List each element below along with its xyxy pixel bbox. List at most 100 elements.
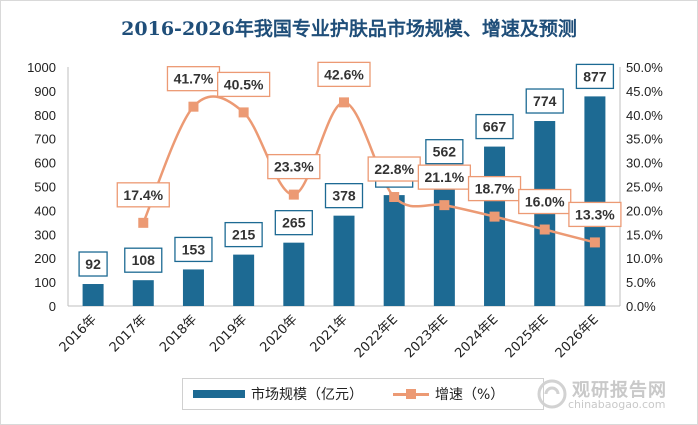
y-left-tick-label: 100 bbox=[34, 275, 56, 290]
y-right-tick-label: 30.0% bbox=[626, 156, 663, 171]
legend-bar-swatch bbox=[193, 390, 245, 398]
bar-value-box bbox=[475, 113, 514, 140]
legend-line-swatch bbox=[393, 388, 429, 399]
growth-marker bbox=[238, 107, 249, 118]
y-right-tick-label: 35.0% bbox=[626, 132, 663, 147]
bar bbox=[283, 242, 305, 306]
y-left-tick-label: 0 bbox=[49, 299, 56, 314]
y-left-tick-label: 800 bbox=[34, 108, 56, 123]
x-tick-label: 2019年 bbox=[207, 312, 250, 355]
y-left-tick-label: 500 bbox=[34, 180, 56, 195]
watermark-logo-icon bbox=[537, 379, 567, 409]
growth-value-label: 17.4% bbox=[123, 187, 163, 203]
bar bbox=[333, 215, 355, 306]
growth-value-label: 22.8% bbox=[374, 161, 414, 177]
x-tick-label: 2026年E bbox=[553, 312, 602, 361]
y-left-tick-label: 400 bbox=[34, 203, 56, 218]
growth-value-label: 42.6% bbox=[324, 66, 364, 82]
growth-marker bbox=[439, 200, 450, 211]
watermark: 观研报告网 chinabaogao.com bbox=[530, 376, 670, 416]
x-tick-label: 2016年 bbox=[57, 312, 100, 355]
y-right-tick-label: 45.0% bbox=[626, 84, 663, 99]
bar-value-label: 92 bbox=[85, 256, 101, 272]
bar-value-box bbox=[425, 139, 464, 165]
growth-value-label: 13.3% bbox=[575, 206, 615, 222]
y-left-tick-label: 1000 bbox=[27, 60, 56, 75]
bar-value-box bbox=[124, 247, 163, 273]
growth-marker bbox=[489, 211, 500, 222]
x-tick-label: 2022年E bbox=[352, 312, 401, 361]
growth-marker bbox=[389, 192, 400, 203]
legend-bar-label: 市场规模（亿元） bbox=[251, 387, 363, 403]
bar bbox=[233, 254, 255, 306]
growth-marker bbox=[188, 101, 199, 112]
x-tick-label: 2020年 bbox=[257, 312, 300, 355]
growth-marker bbox=[288, 189, 299, 200]
x-tick-label: 2021年 bbox=[308, 312, 351, 355]
bar-value-label: 215 bbox=[232, 227, 256, 243]
bar-value-label: 774 bbox=[533, 93, 557, 109]
bar bbox=[132, 280, 154, 306]
growth-value-label: 23.3% bbox=[274, 159, 314, 175]
x-tick-label: 2023年E bbox=[402, 312, 451, 361]
bar-value-box bbox=[525, 88, 564, 114]
legend-line-label: 增速（%） bbox=[435, 387, 505, 403]
watermark-name: 观研报告网 bbox=[572, 380, 667, 401]
bar bbox=[433, 171, 455, 306]
bar bbox=[484, 146, 506, 306]
y-right-tick-label: 25.0% bbox=[626, 180, 663, 195]
growth-value-box bbox=[216, 71, 271, 98]
growth-value-label: 16.0% bbox=[525, 194, 565, 210]
growth-value-box bbox=[568, 201, 622, 228]
bar-value-label: 877 bbox=[583, 68, 607, 84]
growth-value-box bbox=[367, 156, 421, 182]
x-tick-label: 2018年 bbox=[157, 312, 200, 355]
y-left-tick-label: 600 bbox=[34, 156, 56, 171]
bar-value-box bbox=[274, 210, 313, 236]
y-right-tick-label: 0.0% bbox=[626, 299, 656, 314]
growth-value-label: 21.1% bbox=[425, 169, 465, 185]
x-tick-label: 2025年E bbox=[503, 312, 552, 361]
y-right-tick-label: 50.0% bbox=[626, 60, 663, 75]
growth-marker bbox=[138, 217, 149, 228]
bar-value-box bbox=[174, 236, 213, 263]
x-tick-label: 2024年E bbox=[452, 312, 501, 361]
chart-title: 2016-2026年我国专业护肤品市场规模、增速及预测 bbox=[121, 18, 577, 40]
x-tick-label: 2017年 bbox=[107, 312, 150, 355]
bar-value-label: 378 bbox=[332, 188, 356, 204]
growth-value-label: 41.7% bbox=[174, 71, 214, 87]
bar-value-box bbox=[78, 251, 108, 277]
bar bbox=[584, 96, 606, 306]
y-left-tick-label: 900 bbox=[34, 84, 56, 99]
bar-value-label: 265 bbox=[282, 215, 306, 231]
watermark-url: chinabaogao.com bbox=[568, 398, 666, 411]
growth-value-box bbox=[116, 182, 170, 208]
growth-value-box bbox=[166, 66, 221, 92]
legend: 市场规模（亿元） 增速（%） bbox=[182, 378, 544, 410]
bar bbox=[383, 195, 405, 306]
bar bbox=[182, 269, 204, 306]
y-left-tick-label: 700 bbox=[34, 132, 56, 147]
y-right-tick-label: 15.0% bbox=[626, 227, 663, 242]
bar-value-label: 108 bbox=[132, 252, 156, 268]
legend-item-line: 增速（%） bbox=[363, 384, 504, 404]
bar-value-box bbox=[575, 63, 615, 90]
y-right-tick-label: 5.0% bbox=[626, 275, 656, 290]
growth-marker bbox=[589, 237, 600, 248]
bar-value-label: 667 bbox=[483, 119, 507, 135]
y-right-tick-label: 20.0% bbox=[626, 203, 663, 218]
y-left-tick-label: 200 bbox=[34, 251, 56, 266]
bar bbox=[82, 284, 104, 306]
growth-value-box bbox=[518, 188, 572, 215]
y-right-tick-label: 10.0% bbox=[626, 251, 663, 266]
bar-value-box bbox=[324, 183, 364, 209]
growth-value-box bbox=[267, 153, 321, 180]
growth-value-label: 18.7% bbox=[475, 181, 515, 197]
growth-value-label: 40.5% bbox=[224, 76, 264, 92]
growth-value-box bbox=[317, 61, 371, 88]
bar-value-box bbox=[224, 221, 263, 248]
growth-value-box bbox=[467, 175, 522, 202]
growth-marker bbox=[539, 224, 550, 235]
y-right-tick-label: 40.0% bbox=[626, 108, 663, 123]
